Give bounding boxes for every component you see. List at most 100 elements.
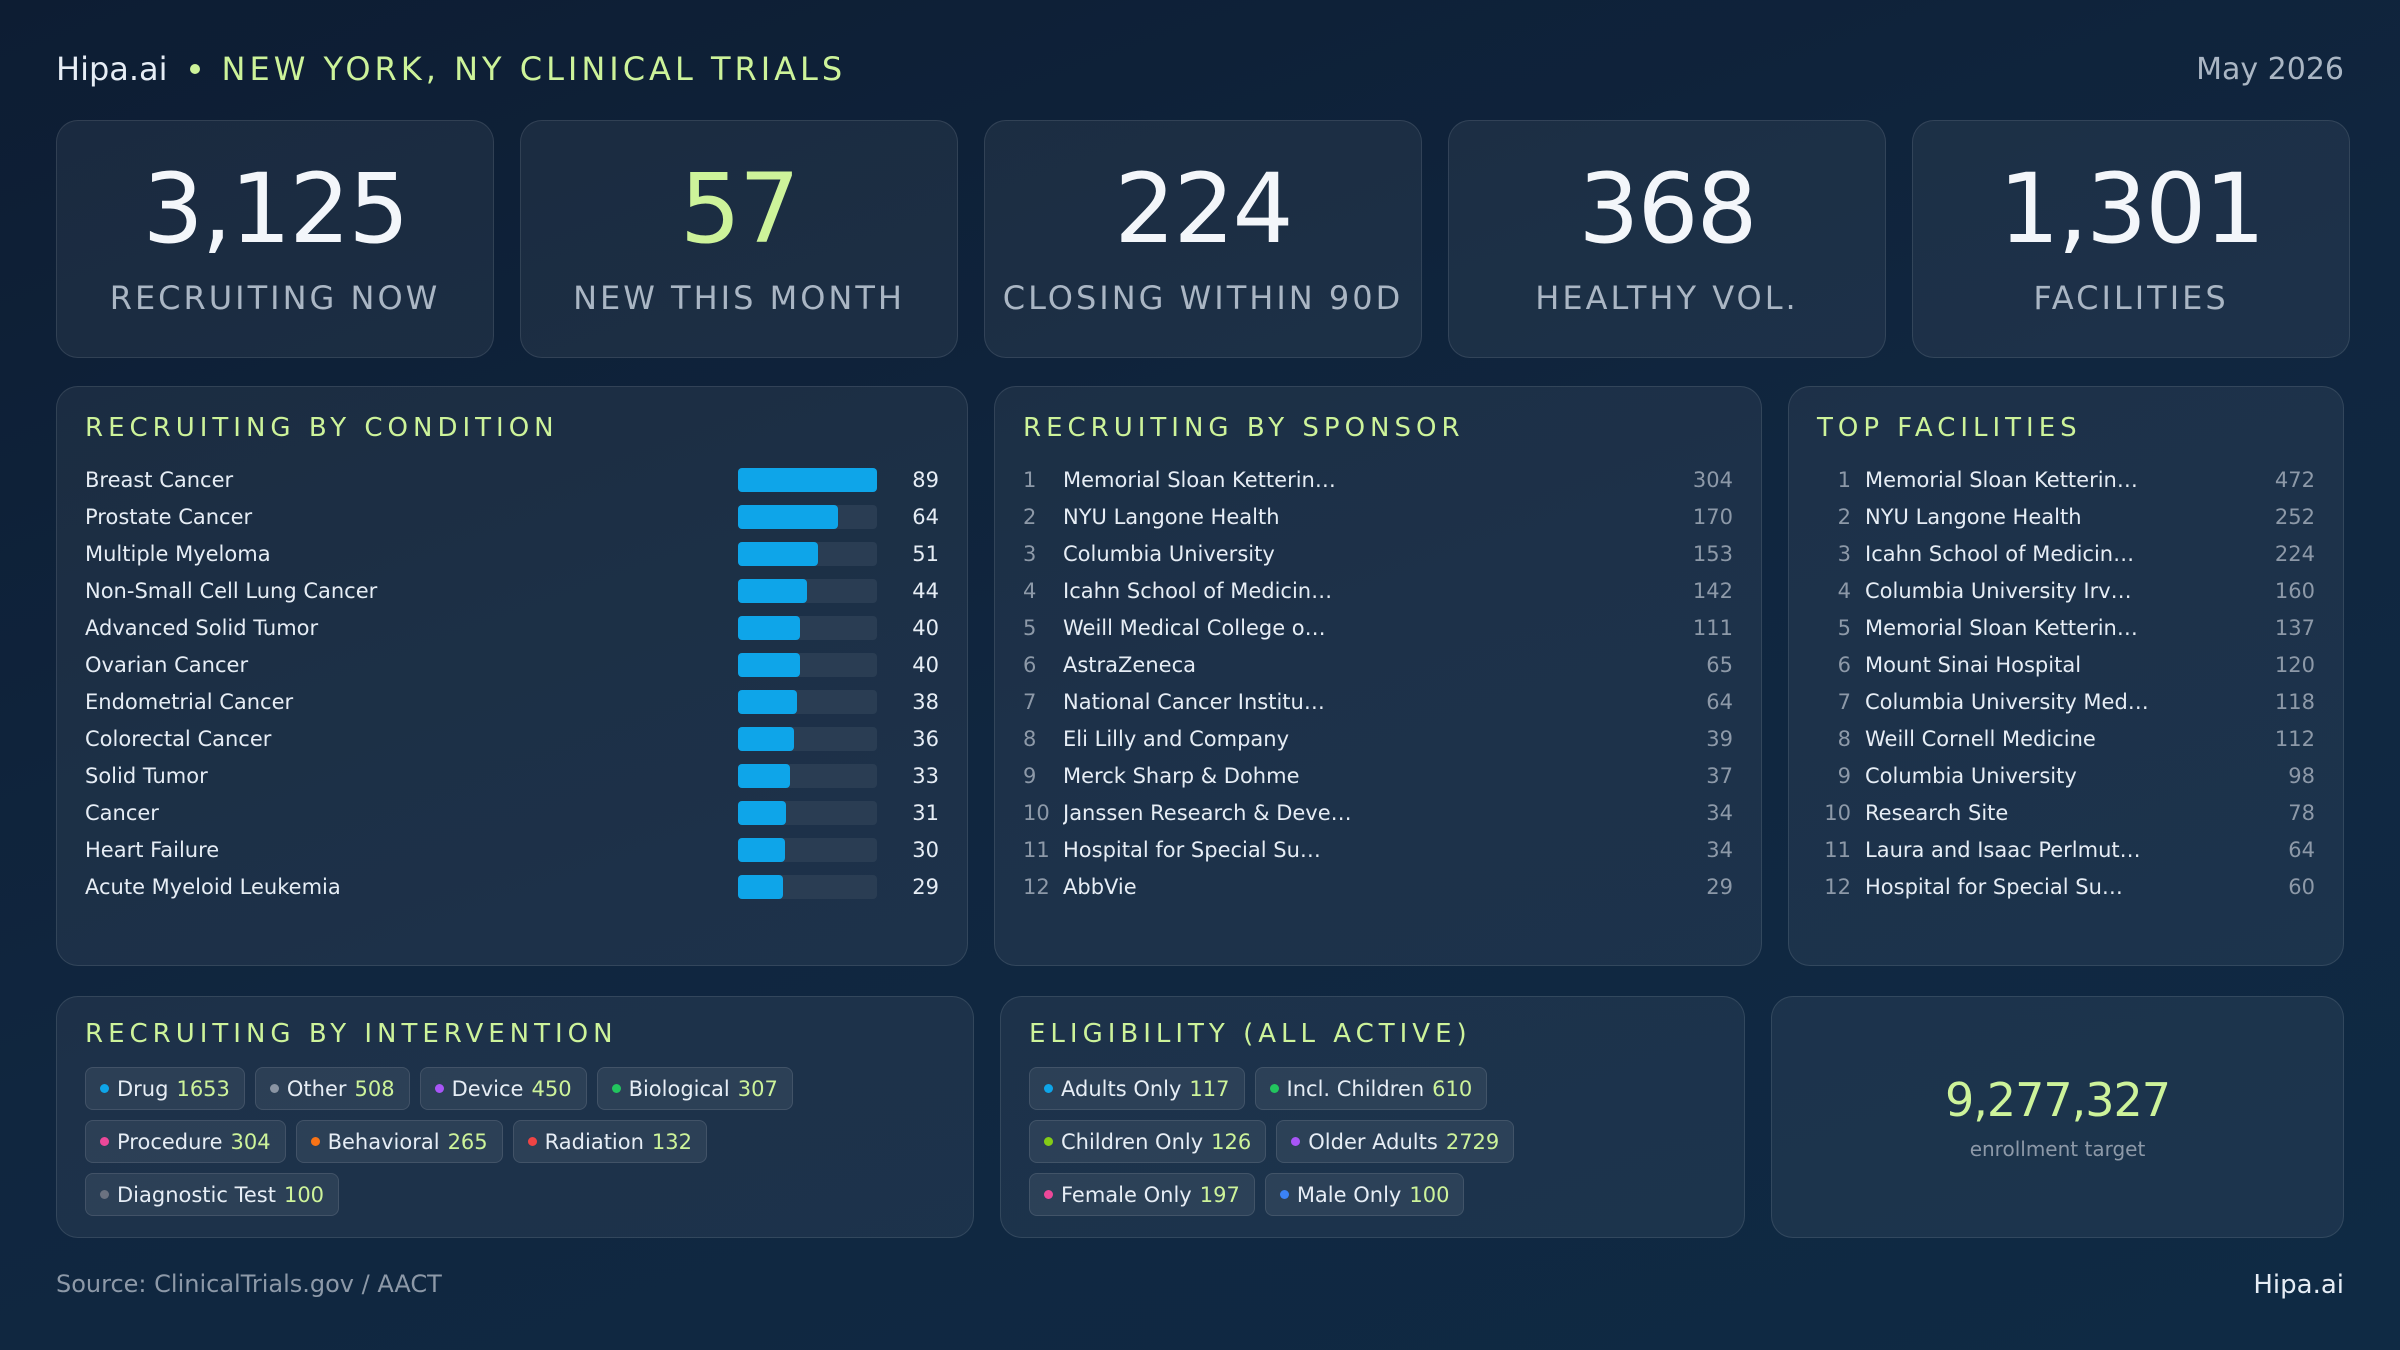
list-row: 1 Memorial Sloan Ketterin… 304 xyxy=(995,461,1761,498)
chip-label: Behavioral xyxy=(327,1129,440,1154)
item-name: Icahn School of Medicin… xyxy=(1865,541,2135,566)
condition-value: 44 xyxy=(912,578,939,603)
rank: 3 xyxy=(1023,541,1037,566)
condition-name: Endometrial Cancer xyxy=(85,689,294,714)
condition-value: 30 xyxy=(912,837,939,862)
condition-row: Endometrial Cancer 38 xyxy=(57,683,967,720)
condition-name: Multiple Myeloma xyxy=(85,541,271,566)
item-count: 34 xyxy=(1706,837,1733,862)
list-row: 3 Icahn School of Medicin… 224 xyxy=(1789,535,2343,572)
list-row: 12 Hospital for Special Su… 60 xyxy=(1789,868,2343,905)
bar-track xyxy=(738,800,877,825)
item-count: 304 xyxy=(1692,467,1733,492)
rank: 8 xyxy=(1837,726,1851,751)
brand: Hipa.ai xyxy=(56,50,168,88)
kpi-card: 1,301 FACILITIES xyxy=(1912,120,2350,358)
panel-title: RECRUITING BY INTERVENTION xyxy=(85,1019,618,1049)
chip-dot xyxy=(1044,1084,1053,1093)
rank: 8 xyxy=(1023,726,1037,751)
chip-label: Procedure xyxy=(117,1129,223,1154)
list-row: 8 Weill Cornell Medicine 112 xyxy=(1789,720,2343,757)
bar-track xyxy=(738,874,877,899)
item-name: AstraZeneca xyxy=(1063,652,1196,677)
item-name: NYU Langone Health xyxy=(1865,504,2082,529)
chip-label: Biological xyxy=(628,1076,730,1101)
item-count: 60 xyxy=(2288,874,2315,899)
bar-track xyxy=(738,726,877,751)
item-count: 64 xyxy=(2288,837,2315,862)
rank: 1 xyxy=(1023,467,1037,492)
item-name: Merck Sharp & Dohme xyxy=(1063,763,1300,788)
item-count: 170 xyxy=(1692,504,1733,529)
rank: 9 xyxy=(1023,763,1037,788)
bar-track xyxy=(738,541,877,566)
condition-value: 40 xyxy=(912,615,939,640)
chip: Device 450 xyxy=(419,1067,587,1110)
list-row: 9 Columbia University 98 xyxy=(1789,757,2343,794)
list-row: 11 Laura and Isaac Perlmut… 64 xyxy=(1789,831,2343,868)
list-row: 4 Icahn School of Medicin… 142 xyxy=(995,572,1761,609)
condition-value: 89 xyxy=(912,467,939,492)
bar xyxy=(738,541,818,566)
kpi-value: 3,125 xyxy=(142,153,410,265)
bar xyxy=(738,763,790,788)
header: Hipa.ai NEW YORK, NY CLINICAL TRIALS xyxy=(56,50,846,88)
chip-label: Incl. Children xyxy=(1286,1076,1425,1101)
condition-row: Ovarian Cancer 40 xyxy=(57,646,967,683)
chip: Drug 1653 xyxy=(85,1067,245,1110)
condition-row: Advanced Solid Tumor 40 xyxy=(57,609,967,646)
bar xyxy=(738,652,801,677)
kpi-value: 368 xyxy=(1578,153,1757,265)
bar-track xyxy=(738,689,877,714)
chip: Adults Only 117 xyxy=(1029,1067,1245,1110)
list-row: 5 Memorial Sloan Ketterin… 137 xyxy=(1789,609,2343,646)
chip: Male Only 100 xyxy=(1264,1173,1465,1216)
item-count: 118 xyxy=(2274,689,2315,714)
condition-value: 36 xyxy=(912,726,939,751)
panel-title: RECRUITING BY SPONSOR xyxy=(1023,413,1465,443)
bar-track xyxy=(738,467,877,492)
item-name: Memorial Sloan Ketterin… xyxy=(1063,467,1336,492)
list-row: 9 Merck Sharp & Dohme 37 xyxy=(995,757,1761,794)
rank: 6 xyxy=(1023,652,1037,677)
intervention-panel: RECRUITING BY INTERVENTION Drug 1653 Other… xyxy=(56,996,974,1238)
condition-value: 40 xyxy=(912,652,939,677)
item-name: Mount Sinai Hospital xyxy=(1865,652,2082,677)
item-count: 39 xyxy=(1706,726,1733,751)
chip-dot xyxy=(100,1190,109,1199)
rank: 10 xyxy=(1023,800,1050,825)
rank: 5 xyxy=(1837,615,1851,640)
sponsor-panel: RECRUITING BY SPONSOR 1 Memorial Sloan Ke… xyxy=(994,386,1762,966)
chip: Radiation 132 xyxy=(512,1120,708,1163)
chip-count: 100 xyxy=(283,1182,325,1207)
item-name: Janssen Research & Deve… xyxy=(1063,800,1352,825)
rank: 11 xyxy=(1824,837,1851,862)
rank: 2 xyxy=(1837,504,1851,529)
item-count: 111 xyxy=(1692,615,1733,640)
item-count: 120 xyxy=(2274,652,2315,677)
item-count: 64 xyxy=(1706,689,1733,714)
bar-track xyxy=(738,504,877,529)
item-count: 65 xyxy=(1706,652,1733,677)
list-row: 7 Columbia University Med… 118 xyxy=(1789,683,2343,720)
condition-row: Colorectal Cancer 36 xyxy=(57,720,967,757)
list-row: 6 Mount Sinai Hospital 120 xyxy=(1789,646,2343,683)
condition-value: 29 xyxy=(912,874,939,899)
condition-value: 31 xyxy=(912,800,939,825)
chip-label: Children Only xyxy=(1061,1129,1204,1154)
chip-count: 304 xyxy=(230,1129,271,1154)
item-count: 472 xyxy=(2274,467,2315,492)
condition-name: Prostate Cancer xyxy=(85,504,253,529)
rank: 4 xyxy=(1837,578,1851,603)
list-row: 3 Columbia University 153 xyxy=(995,535,1761,572)
condition-value: 38 xyxy=(912,689,939,714)
item-count: 37 xyxy=(1706,763,1733,788)
item-count: 160 xyxy=(2274,578,2315,603)
condition-name: Cancer xyxy=(85,800,159,825)
kpi-label: NEW THIS MONTH xyxy=(573,279,905,317)
condition-row: Heart Failure 30 xyxy=(57,831,967,868)
condition-row: Breast Cancer 89 xyxy=(57,461,967,498)
kpi-card: 224 CLOSING WITHIN 90D xyxy=(984,120,1422,358)
condition-row: Non-Small Cell Lung Cancer 44 xyxy=(57,572,967,609)
condition-name: Colorectal Cancer xyxy=(85,726,272,751)
